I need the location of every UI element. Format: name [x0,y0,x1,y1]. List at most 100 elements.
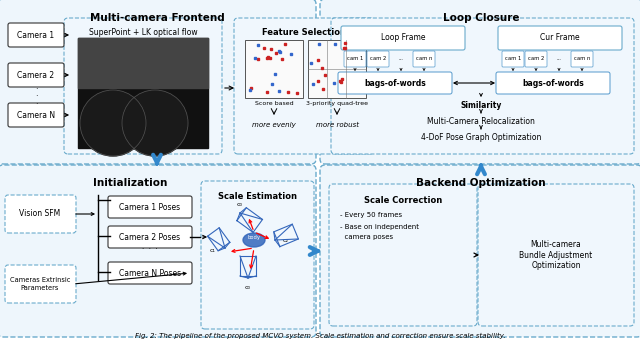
Text: Cur Frame: Cur Frame [540,34,580,43]
Text: Backend Optimization: Backend Optimization [416,178,546,188]
FancyBboxPatch shape [571,51,593,67]
FancyBboxPatch shape [108,262,192,284]
Text: - Base on independent: - Base on independent [340,224,419,230]
Text: bags-of-words: bags-of-words [522,79,584,88]
FancyBboxPatch shape [8,63,64,87]
FancyArrowPatch shape [581,68,583,71]
FancyBboxPatch shape [344,51,366,67]
FancyArrowPatch shape [400,68,402,71]
FancyBboxPatch shape [320,165,640,337]
Text: Score based: Score based [255,101,293,106]
FancyBboxPatch shape [8,23,64,47]
FancyBboxPatch shape [234,18,374,154]
Text: Camera 2: Camera 2 [17,71,54,80]
FancyBboxPatch shape [0,0,316,164]
Text: cam n: cam n [574,56,590,62]
FancyArrowPatch shape [558,68,560,71]
Text: ...: ... [399,56,403,62]
FancyBboxPatch shape [478,184,634,326]
FancyBboxPatch shape [502,51,524,67]
FancyArrowPatch shape [65,113,68,117]
FancyArrowPatch shape [225,86,233,90]
FancyArrowPatch shape [232,248,252,252]
FancyArrowPatch shape [203,235,206,239]
Text: cam 1: cam 1 [347,56,363,62]
FancyArrowPatch shape [310,247,317,255]
FancyArrowPatch shape [76,212,94,216]
FancyArrowPatch shape [474,253,478,257]
FancyArrowPatch shape [377,68,379,71]
Text: Camera N: Camera N [17,110,55,119]
Text: cam n: cam n [416,56,432,62]
Text: Scale Estimation: Scale Estimation [218,192,296,201]
FancyBboxPatch shape [201,181,314,329]
Text: Vision SFM: Vision SFM [19,209,61,219]
Text: - Every 50 frames: - Every 50 frames [340,212,402,218]
Circle shape [122,90,188,156]
Text: Loop Frame: Loop Frame [381,34,425,43]
Text: c₂: c₂ [283,238,289,244]
FancyBboxPatch shape [496,72,610,94]
Text: Camera 1 Poses: Camera 1 Poses [120,202,180,211]
Text: Similarity: Similarity [460,101,502,110]
FancyBboxPatch shape [0,165,316,337]
FancyArrowPatch shape [153,155,161,163]
Text: cam 2: cam 2 [528,56,544,62]
Text: camera poses: camera poses [340,234,393,240]
Text: body: body [248,236,260,240]
Circle shape [80,90,146,156]
Text: Feature Selection: Feature Selection [262,28,346,37]
Text: Multi-camera
Bundle Adjustment
Optimization: Multi-camera Bundle Adjustment Optimizat… [520,240,593,270]
Bar [78,38,208,88]
Text: Camera N Poses: Camera N Poses [119,268,181,277]
FancyArrowPatch shape [423,68,425,71]
Text: c₀: c₀ [237,202,243,207]
FancyBboxPatch shape [331,18,634,154]
FancyArrowPatch shape [257,233,268,238]
Text: 4-DoF Pose Graph Optimization: 4-DoF Pose Graph Optimization [421,133,541,142]
Text: Initialization: Initialization [93,178,167,188]
Bar [78,38,208,148]
FancyArrowPatch shape [479,93,483,96]
FancyBboxPatch shape [367,51,389,67]
FancyBboxPatch shape [108,196,192,218]
Bar [245,40,303,98]
FancyBboxPatch shape [498,26,622,50]
FancyBboxPatch shape [329,184,477,326]
Text: ·  ·  ·: · · · [142,246,158,252]
FancyBboxPatch shape [5,265,76,303]
FancyArrowPatch shape [65,73,68,77]
Text: c₁: c₁ [210,247,216,253]
Text: ·
·
·: · · · [35,85,37,109]
Text: Multi-Camera Relocalization: Multi-Camera Relocalization [427,117,535,126]
FancyArrowPatch shape [65,33,68,37]
Bar [308,40,366,98]
Text: Camera 1: Camera 1 [17,30,54,39]
FancyBboxPatch shape [8,103,64,127]
FancyBboxPatch shape [64,18,222,154]
FancyArrowPatch shape [535,68,537,71]
Text: ...: ... [557,56,561,62]
Text: Fig. 2: The pipeline of the proposed MCVO system. Scale estimation and correctio: Fig. 2: The pipeline of the proposed MCV… [134,333,506,339]
Text: more robust: more robust [316,122,358,128]
FancyArrowPatch shape [477,166,485,174]
Text: cam 1: cam 1 [505,56,521,62]
Text: cam 2: cam 2 [370,56,386,62]
FancyArrowPatch shape [479,109,483,113]
FancyBboxPatch shape [5,195,76,233]
FancyBboxPatch shape [525,51,547,67]
FancyArrowPatch shape [250,251,253,268]
FancyBboxPatch shape [341,26,465,50]
Text: more evenly: more evenly [252,122,296,128]
FancyArrowPatch shape [512,68,514,71]
FancyArrowPatch shape [479,125,483,129]
FancyBboxPatch shape [320,0,640,164]
FancyArrowPatch shape [454,81,494,85]
FancyBboxPatch shape [413,51,435,67]
FancyBboxPatch shape [108,226,192,248]
FancyArrowPatch shape [354,68,356,71]
Text: 3-priority quad-tree: 3-priority quad-tree [306,101,368,106]
Ellipse shape [243,233,265,247]
FancyBboxPatch shape [338,72,452,94]
Text: Scale Correction: Scale Correction [364,196,442,205]
